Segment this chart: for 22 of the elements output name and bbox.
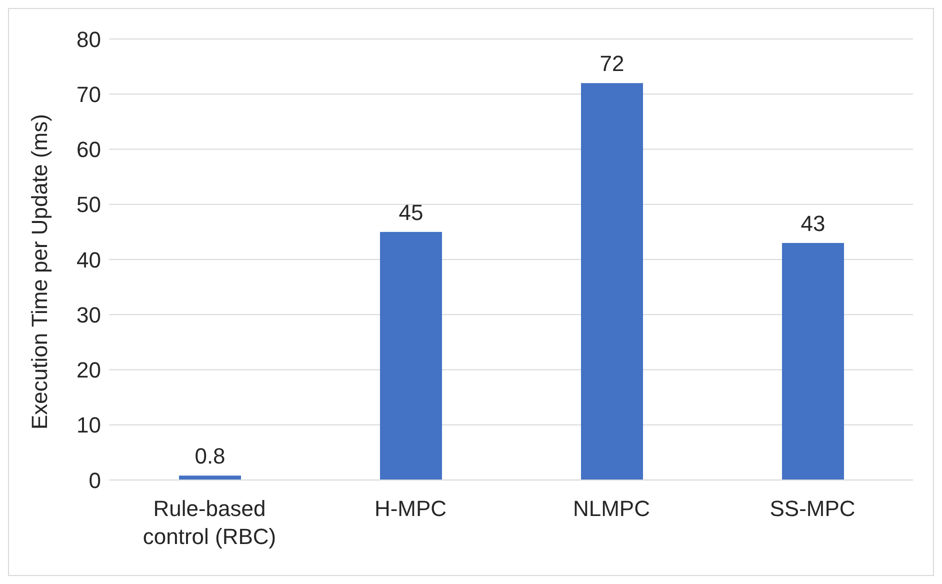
y-tick-label: 70 (76, 82, 101, 107)
y-tick-label: 50 (76, 192, 101, 218)
y-tick-label: 80 (76, 26, 101, 52)
x-tick-label: H-MPC (374, 496, 447, 521)
data-label: 0.8 (194, 444, 226, 469)
y-tick-label: 0 (88, 468, 101, 493)
x-tick-label: Rule-based control (RBC) (142, 496, 276, 549)
y-tick-label: 60 (76, 137, 101, 162)
data-label: 72 (600, 51, 624, 76)
bar (782, 242, 844, 480)
x-tick-label: SS-MPC (770, 496, 856, 521)
y-axis-title: Execution Time per Update (ms) (26, 114, 52, 430)
y-tick-label: 10 (76, 412, 101, 438)
bar (179, 476, 241, 480)
bar (581, 83, 643, 480)
y-tick-label: 20 (76, 358, 101, 383)
data-label: 45 (398, 200, 424, 225)
data-label: 43 (800, 210, 826, 236)
y-tick-label: 40 (76, 247, 101, 272)
y-tick-label: 30 (76, 302, 101, 328)
bar (380, 232, 442, 480)
x-tick-label: NLMPC (572, 496, 650, 521)
